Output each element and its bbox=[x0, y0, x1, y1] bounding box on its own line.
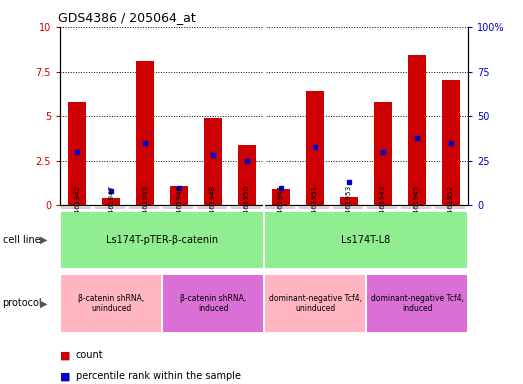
Bar bbox=[333, 205, 363, 209]
Text: ▶: ▶ bbox=[40, 235, 47, 245]
Bar bbox=[263, 205, 265, 209]
Bar bbox=[299, 205, 329, 209]
Bar bbox=[163, 275, 264, 332]
Bar bbox=[435, 205, 465, 209]
Bar bbox=[401, 205, 431, 209]
Bar bbox=[61, 205, 91, 209]
Bar bbox=[163, 205, 193, 209]
Bar bbox=[263, 27, 265, 205]
Bar bbox=[265, 275, 366, 332]
Bar bbox=[367, 205, 397, 209]
Text: dominant-negative Tcf4,
induced: dominant-negative Tcf4, induced bbox=[371, 294, 463, 313]
Text: percentile rank within the sample: percentile rank within the sample bbox=[76, 371, 241, 381]
Text: GSM461952: GSM461952 bbox=[448, 185, 454, 230]
Bar bbox=[95, 205, 125, 209]
Text: GSM461948: GSM461948 bbox=[210, 185, 216, 230]
Text: GSM461951: GSM461951 bbox=[312, 185, 318, 230]
Bar bbox=[265, 205, 295, 209]
Text: count: count bbox=[76, 350, 104, 360]
Text: GSM461943: GSM461943 bbox=[380, 185, 386, 230]
Text: ■: ■ bbox=[60, 371, 71, 381]
Text: GSM461949: GSM461949 bbox=[142, 185, 148, 230]
Bar bbox=[61, 212, 264, 268]
Text: ■: ■ bbox=[60, 350, 71, 360]
Bar bbox=[197, 205, 227, 209]
Text: β-catenin shRNA,
uninduced: β-catenin shRNA, uninduced bbox=[78, 294, 144, 313]
Text: GSM461942: GSM461942 bbox=[74, 185, 80, 230]
Bar bbox=[129, 205, 159, 209]
Text: Ls174T-pTER-β-catenin: Ls174T-pTER-β-catenin bbox=[106, 235, 218, 245]
Text: GSM461950: GSM461950 bbox=[244, 185, 250, 230]
Bar bbox=[170, 186, 188, 205]
Text: protocol: protocol bbox=[3, 298, 42, 308]
Bar bbox=[374, 102, 392, 205]
Bar bbox=[238, 145, 256, 205]
Text: GDS4386 / 205064_at: GDS4386 / 205064_at bbox=[58, 11, 196, 24]
Bar bbox=[367, 275, 468, 332]
Text: GSM461944: GSM461944 bbox=[278, 185, 284, 230]
Text: dominant-negative Tcf4,
uninduced: dominant-negative Tcf4, uninduced bbox=[269, 294, 361, 313]
Bar bbox=[231, 205, 261, 209]
Bar bbox=[204, 118, 222, 205]
Text: GSM461953: GSM461953 bbox=[346, 185, 352, 230]
Bar bbox=[340, 197, 358, 205]
Text: GSM461945: GSM461945 bbox=[414, 185, 420, 230]
Bar bbox=[102, 198, 120, 205]
Text: cell line: cell line bbox=[3, 235, 40, 245]
Text: ▶: ▶ bbox=[40, 298, 47, 308]
Bar bbox=[408, 55, 426, 205]
Bar bbox=[272, 189, 290, 205]
Bar bbox=[136, 61, 154, 205]
Text: Ls174T-L8: Ls174T-L8 bbox=[342, 235, 391, 245]
Bar bbox=[61, 275, 162, 332]
Text: GSM461946: GSM461946 bbox=[176, 185, 182, 230]
Bar bbox=[68, 102, 86, 205]
Bar bbox=[265, 212, 468, 268]
Text: β-catenin shRNA,
induced: β-catenin shRNA, induced bbox=[180, 294, 246, 313]
Bar bbox=[442, 81, 460, 205]
Bar bbox=[306, 91, 324, 205]
Text: GSM461947: GSM461947 bbox=[108, 185, 114, 230]
